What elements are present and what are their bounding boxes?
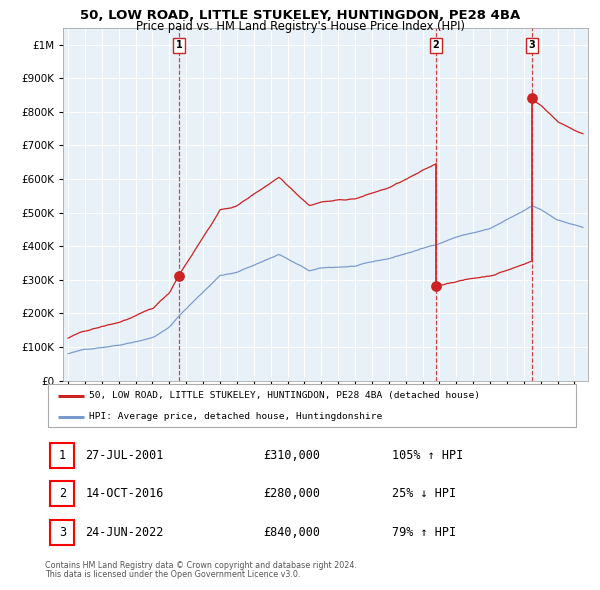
- Text: £840,000: £840,000: [263, 526, 320, 539]
- Bar: [50, 481, 74, 506]
- Point: [431, 282, 441, 291]
- Text: 3: 3: [59, 526, 66, 539]
- Bar: [50, 443, 74, 468]
- Text: 3: 3: [529, 40, 535, 50]
- Text: 25% ↓ HPI: 25% ↓ HPI: [392, 487, 457, 500]
- Text: This data is licensed under the Open Government Licence v3.0.: This data is licensed under the Open Gov…: [45, 570, 301, 579]
- Text: 1: 1: [59, 449, 66, 462]
- Text: 24-JUN-2022: 24-JUN-2022: [85, 526, 164, 539]
- Text: 79% ↑ HPI: 79% ↑ HPI: [392, 526, 457, 539]
- Text: £280,000: £280,000: [263, 487, 320, 500]
- Bar: [50, 520, 74, 545]
- Text: 1: 1: [176, 40, 182, 50]
- Text: 2: 2: [59, 487, 66, 500]
- Text: 50, LOW ROAD, LITTLE STUKELEY, HUNTINGDON, PE28 4BA (detached house): 50, LOW ROAD, LITTLE STUKELEY, HUNTINGDO…: [89, 391, 480, 400]
- Point: [174, 271, 184, 281]
- Point: [527, 94, 537, 103]
- Text: Contains HM Land Registry data © Crown copyright and database right 2024.: Contains HM Land Registry data © Crown c…: [45, 560, 357, 569]
- Text: Price paid vs. HM Land Registry's House Price Index (HPI): Price paid vs. HM Land Registry's House …: [136, 20, 464, 33]
- Text: HPI: Average price, detached house, Huntingdonshire: HPI: Average price, detached house, Hunt…: [89, 412, 382, 421]
- Text: 14-OCT-2016: 14-OCT-2016: [85, 487, 164, 500]
- Text: 50, LOW ROAD, LITTLE STUKELEY, HUNTINGDON, PE28 4BA: 50, LOW ROAD, LITTLE STUKELEY, HUNTINGDO…: [80, 9, 520, 22]
- Text: 105% ↑ HPI: 105% ↑ HPI: [392, 449, 464, 462]
- Text: 2: 2: [433, 40, 439, 50]
- Text: £310,000: £310,000: [263, 449, 320, 462]
- Text: 27-JUL-2001: 27-JUL-2001: [85, 449, 164, 462]
